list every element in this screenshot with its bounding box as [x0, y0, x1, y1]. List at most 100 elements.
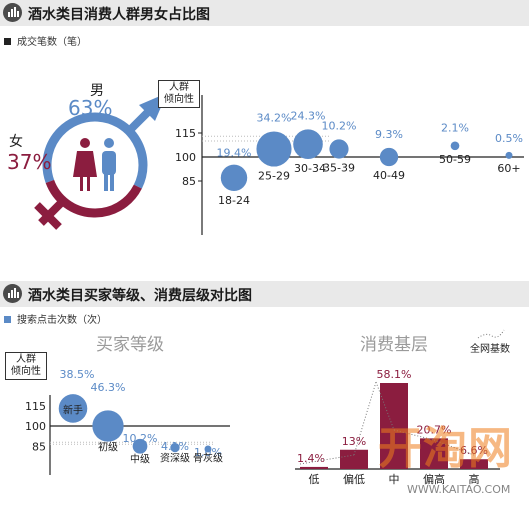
female-cross-stem: [38, 198, 66, 226]
age-bubble: [450, 141, 460, 151]
consumer-category-label: 中: [389, 473, 400, 486]
consumer-level-title: 消费基层: [360, 335, 428, 355]
buyer-share-label: 4.1%: [161, 440, 189, 453]
consumer-category-label: 偏高: [423, 472, 445, 486]
consumer-value-label: 1.4%: [297, 452, 325, 465]
buyer-y-tick-label: 115: [25, 400, 46, 413]
age-share-label: 0.5%: [495, 132, 523, 145]
section1-legend: 成交笔数（笔）: [4, 33, 87, 48]
age-bubble: [329, 139, 349, 159]
baseline-overlay-line: [375, 381, 395, 431]
female-percent: 37%: [7, 150, 52, 174]
watermark-url: WWW.KAITAO.COM: [407, 483, 511, 496]
female-person-leg: [80, 177, 83, 191]
male-arc: [42, 112, 148, 189]
age-category-label: 40-49: [373, 169, 405, 182]
consumer-value-label: 20.7%: [417, 423, 452, 436]
legend-swatch-icon: [4, 38, 11, 45]
baseline-legend: 全网基数: [470, 344, 510, 355]
age-bubble: [293, 129, 323, 159]
female-person-body: [73, 151, 97, 177]
age-bubble: [505, 151, 513, 159]
buyer-share-label: 38.5%: [60, 368, 95, 381]
buyer-chart-ylabel: 人群 倾向性: [5, 352, 47, 380]
baseline-legend-swoosh: [477, 329, 505, 339]
buyer-bubble: [132, 438, 148, 454]
legend-swatch-icon: [4, 316, 11, 323]
female-cross-bar: [34, 202, 62, 230]
male-percent: 63%: [68, 96, 113, 120]
male-person-leg: [110, 173, 114, 191]
male-person-icon: [104, 138, 114, 148]
baseline-overlay-line: [353, 381, 377, 456]
consumer-category-label: 低: [309, 473, 320, 486]
consumer-bar: [460, 459, 488, 469]
age-category-label: 25-29: [258, 170, 290, 183]
age-category-label: 35-39: [323, 162, 355, 175]
buyer-bubble: [170, 442, 180, 453]
consumer-bar: [380, 383, 408, 469]
buyer-category-label: 中级: [130, 453, 150, 466]
female-label: 女: [9, 134, 23, 150]
section2-banner: 酒水类目买家等级、消费层级对比图: [0, 281, 529, 307]
age-ylabel-text: 人群 倾向性: [164, 82, 194, 105]
age-category-label: 30-34: [294, 162, 326, 175]
female-person-leg: [87, 177, 90, 191]
section1-title: 酒水类目消费人群男女占比图: [28, 7, 210, 23]
female-arc: [45, 179, 142, 218]
age-bubble: [220, 164, 248, 192]
baseline-overlay-line: [433, 439, 475, 456]
section2-legend-text: 搜索点击次数（次）: [17, 315, 107, 326]
consumer-value-label: 58.1%: [377, 368, 412, 381]
age-y-tick-label: 85: [182, 175, 196, 188]
age-share-label: 9.3%: [375, 128, 403, 141]
buyer-y-tick-label: 85: [32, 440, 46, 453]
consumer-bar: [300, 466, 328, 469]
baseline-overlay-line: [393, 429, 435, 441]
buyer-bubble: [204, 445, 212, 453]
buyer-share-label: 10.2%: [123, 432, 158, 445]
buyer-bubble: [92, 410, 124, 442]
age-bubble: [379, 147, 399, 167]
section2-legend: 搜索点击次数（次）: [4, 311, 107, 326]
buyer-category-label: 初级: [98, 441, 118, 454]
buyer-ylabel-text: 人群 倾向性: [11, 354, 41, 377]
age-bubble: [256, 131, 292, 167]
buyer-share-label: 1.0%: [194, 446, 222, 459]
age-category-label: 60+: [497, 162, 520, 175]
section2-title: 酒水类目买家等级、消费层级对比图: [28, 288, 252, 304]
age-share-label: 34.2%: [257, 111, 292, 124]
buyer-bubble: [58, 394, 88, 423]
buyer-y-tick-label: 100: [25, 420, 46, 433]
age-y-tick-label: 100: [175, 151, 196, 164]
age-y-tick-label: 115: [175, 127, 196, 140]
bar-chart-icon: [3, 284, 22, 303]
age-category-label: 18-24: [218, 194, 250, 207]
buyer-category-label: 新手: [63, 403, 83, 416]
buyer-level-title: 买家等级: [96, 335, 164, 355]
buyer-category-label: 骨灰级: [193, 451, 223, 464]
consumer-bar: [340, 449, 368, 469]
bar-chart-icon: [3, 3, 22, 22]
age-share-label: 2.1%: [441, 121, 469, 134]
age-category-label: 50-59: [439, 153, 471, 166]
consumer-value-label: 13%: [342, 435, 366, 448]
male-person-leg: [104, 173, 108, 191]
age-chart-ylabel: 人群 倾向性: [158, 80, 200, 108]
age-share-label: 24.3%: [291, 109, 326, 122]
section1-banner: 酒水类目消费人群男女占比图: [0, 0, 529, 26]
consumer-value-label: 6.6%: [460, 444, 488, 457]
consumer-category-label: 高: [469, 472, 480, 486]
consumer-category-label: 偏低: [343, 472, 365, 486]
watermark-logo: 开淘网: [378, 423, 513, 474]
buyer-share-label: 46.3%: [91, 381, 126, 394]
section1-legend-text: 成交笔数（笔）: [17, 37, 87, 48]
female-person-icon: [80, 138, 90, 148]
age-share-label: 10.2%: [322, 119, 357, 132]
age-share-label: 19.4%: [217, 147, 252, 160]
male-person-body: [102, 151, 116, 175]
buyer-category-label: 资深级: [160, 452, 190, 464]
male-label: 男: [90, 83, 104, 99]
